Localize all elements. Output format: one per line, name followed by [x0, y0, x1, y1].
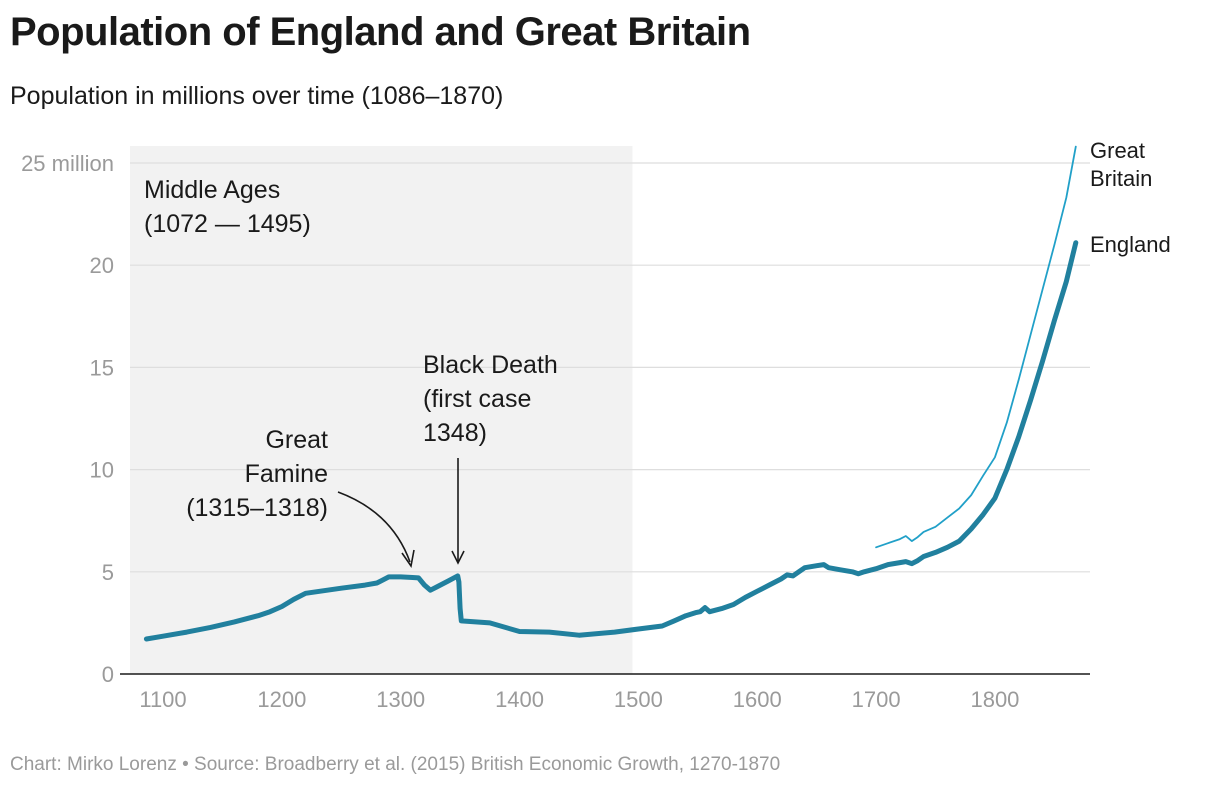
y-tick-label: 25 million — [21, 151, 114, 176]
great-famine-label-line2: Famine — [245, 460, 328, 488]
y-tick-label: 20 — [90, 253, 114, 278]
y-tick-label: 0 — [102, 662, 114, 687]
black-death-arrowhead — [451, 550, 465, 565]
x-axis: 1100 1200 1300 1400 1500 1600 1700 1800 — [120, 673, 1090, 712]
great-famine-annotation: Great Famine (1315–1318) — [186, 426, 415, 569]
series-label-great-britain-line1: Great — [1090, 138, 1145, 163]
x-tick-label: 1400 — [495, 687, 544, 712]
great-famine-arrowhead — [401, 549, 415, 569]
black-death-label-line1: Black Death — [423, 351, 558, 379]
middle-ages-label: Middle Ages — [144, 176, 280, 204]
chart-title: Population of England and Great Britain — [10, 10, 751, 54]
middle-ages-range-label: (1072 — 1495) — [144, 210, 311, 238]
series-label-england: England — [1090, 232, 1171, 257]
black-death-label-line3: 1348) — [423, 419, 487, 447]
x-tick-label: 1600 — [733, 687, 782, 712]
x-tick-label: 1800 — [970, 687, 1019, 712]
y-tick-label: 10 — [90, 458, 114, 483]
great-famine-arrow — [337, 491, 411, 563]
gridlines — [130, 162, 1090, 573]
x-tick-label: 1300 — [376, 687, 425, 712]
great-famine-label-line1: Great — [265, 426, 328, 454]
chart-footer: Chart: Mirko Lorenz • Source: Broadberry… — [10, 754, 781, 775]
chart-subtitle: Population in millions over time (1086–1… — [10, 82, 504, 110]
middle-ages-shading — [130, 146, 633, 674]
series-line-england — [143, 240, 1079, 642]
x-tick-label: 1200 — [257, 687, 306, 712]
x-tick-label: 1500 — [614, 687, 663, 712]
great-famine-label-line3: (1315–1318) — [186, 494, 328, 522]
y-tick-label: 5 — [102, 560, 114, 585]
series-label-great-britain-line2: Britain — [1090, 166, 1152, 191]
x-tick-label: 1100 — [139, 687, 186, 712]
black-death-label-line2: (first case — [423, 385, 531, 413]
x-tick-label: 1700 — [852, 687, 901, 712]
black-death-annotation: Black Death (first case 1348) — [423, 351, 558, 565]
y-tick-label: 15 — [90, 355, 114, 380]
series-line-great-britain — [875, 145, 1077, 549]
series-lines — [143, 145, 1079, 642]
y-axis: 0 5 10 15 20 25 million — [21, 151, 114, 687]
